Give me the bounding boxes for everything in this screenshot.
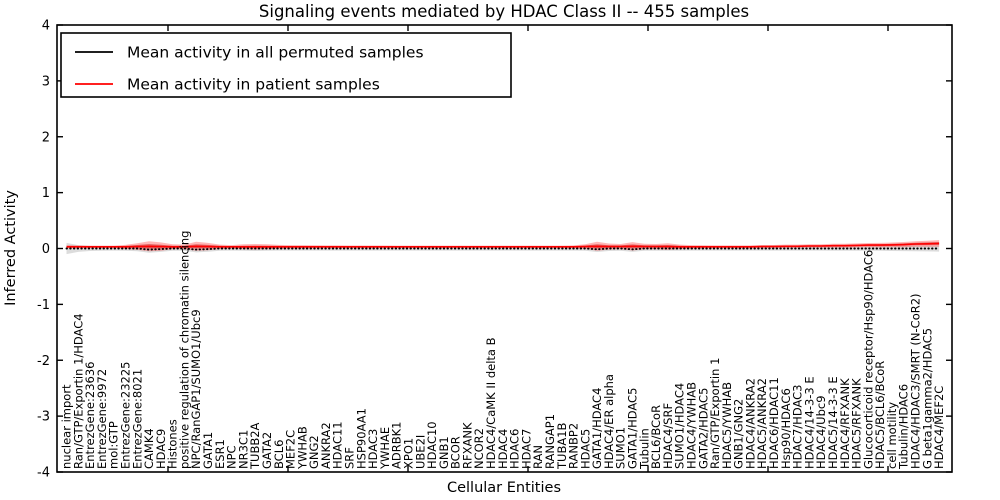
- x-entity-label: Tubulin/HDAC6: [897, 384, 911, 470]
- x-entity-label: HDAC4/HDAC3/SMRT (N-CoR2): [909, 293, 923, 469]
- x-entity-label: HDAC10: [425, 421, 439, 469]
- chart-title: Signaling events mediated by HDAC Class …: [259, 2, 749, 21]
- x-entity-label: RANBP2: [567, 423, 581, 469]
- y-tick-labels-layer: 4 3 2 1 0 -1 -2 -3 -4: [37, 19, 50, 481]
- x-entity-label: HDAC4/14-3-3 E: [802, 376, 816, 469]
- x-entity-label: HDAC5/BCL6/BCoR: [873, 361, 887, 469]
- x-entity-label: GATA2/HDAC5: [696, 388, 710, 469]
- x-entity-label: BCL6: [272, 440, 286, 469]
- x-entity-label: YWHAB: [295, 426, 309, 470]
- x-entity-label: HDAC4/CaMK II delta B: [484, 337, 498, 469]
- x-entity-label: YWHAE: [378, 427, 392, 470]
- x-entity-label: HDAC5/RFXANK: [850, 378, 864, 469]
- x-entity-label: SUMO1: [614, 427, 628, 469]
- x-entity-label: HDAC6/HDAC11: [767, 377, 781, 469]
- x-entity-label: TUBB2A: [248, 422, 262, 470]
- x-entity-label: positive regulation of chromatin silenci…: [177, 231, 191, 469]
- x-entity-label: HDAC3: [366, 429, 380, 469]
- x-entity-label: Hsp90/HDAC6: [779, 388, 793, 469]
- patient-line: [66, 242, 940, 248]
- x-entity-label: HDAC9: [154, 429, 168, 469]
- permuted-line: [65, 247, 941, 251]
- axis-ticks-layer: [57, 24, 952, 473]
- x-entity-label: NCOR2: [472, 428, 486, 469]
- x-entity-label: GATA1/HDAC4: [590, 388, 604, 469]
- x-entity-label: HDAC4/ER alpha: [602, 374, 616, 469]
- y-tick-label: -4: [37, 466, 50, 481]
- x-entity-label: HDAC4/MEF2C: [932, 386, 946, 469]
- x-entity-label: BCL6/BCoR: [649, 405, 663, 469]
- y-axis-label: Inferred Activity: [3, 190, 19, 306]
- x-entity-label: EntrezGene:9972: [95, 369, 109, 469]
- x-entity-label: RFXANK: [460, 422, 474, 469]
- x-entity-label: nuclear import: [60, 384, 74, 469]
- x-entity-label: HDAC4/ANKRA2: [743, 378, 757, 469]
- legend: Mean activity in all permuted samples Me…: [60, 32, 512, 98]
- x-entity-label: HDAC5: [578, 429, 592, 469]
- x-entity-label: HDAC7/HDAC3: [791, 385, 805, 470]
- x-entity-label: GNB1: [437, 436, 451, 469]
- x-entity-label: HDAC4/Ubc9: [814, 395, 828, 469]
- x-entity-label: NPC: [225, 445, 239, 469]
- x-entity-label: EntrezGene:23636: [83, 362, 97, 469]
- x-entity-label: HDAC4/SRF: [661, 403, 675, 469]
- x-entity-label: HDAC5/14-3-3 E: [826, 376, 840, 469]
- x-entity-label: G beta1gamma2/HDAC5: [920, 328, 934, 469]
- x-entity-label: Tubulin: [637, 428, 651, 470]
- x-entity-label: UBE2I: [413, 435, 427, 469]
- y-tick-label: 0: [42, 242, 50, 257]
- x-entity-label: SUMO1/HDAC4: [673, 383, 687, 469]
- x-entity-label: EntrezGene:8021: [130, 369, 144, 469]
- y-tick-label: 1: [42, 186, 50, 201]
- x-entity-label: GATA1: [201, 432, 215, 469]
- x-entity-label: Histones: [166, 419, 180, 469]
- x-axis-label: Cellular Entities: [447, 480, 561, 496]
- x-entity-label: HDAC4: [496, 429, 510, 469]
- x-entity-label: Ran/GTP/Exportin 1: [708, 358, 722, 469]
- x-entity-label: ANKRA2: [319, 422, 333, 469]
- y-tick-label: 3: [42, 74, 50, 89]
- x-entity-label: XPO1: [402, 438, 416, 469]
- legend-label-permuted: Mean activity in all permuted samples: [127, 44, 424, 62]
- y-tick-label: -2: [37, 354, 50, 369]
- x-entity-label: HDAC6: [508, 429, 522, 469]
- x-entity-label: NPC/RanGAP1/SUMO1/Ubc9: [189, 309, 203, 469]
- x-entity-label: HDAC4/RFXANK: [838, 378, 852, 469]
- data-series-layer: [65, 240, 941, 255]
- x-entity-label: RAN: [531, 445, 545, 469]
- x-entity-label: ESR1: [213, 439, 227, 469]
- y-tick-label: -1: [37, 298, 50, 313]
- x-entity-label: HDAC5/ANKRA2: [755, 378, 769, 469]
- x-entity-label: GNB1/GNG2: [732, 399, 746, 469]
- x-entity-label: cell motility: [885, 402, 899, 469]
- legend-box: [60, 32, 512, 98]
- x-entity-label: TUBA1B: [555, 422, 569, 470]
- x-entity-label: HDAC7: [519, 429, 533, 469]
- x-entity-label: MEF2C: [284, 430, 298, 469]
- y-tick-label: 2: [42, 130, 50, 145]
- x-entity-label: mol:GTP: [107, 421, 121, 469]
- x-entity-label: EntrezGene:23225: [119, 362, 133, 469]
- x-entity-label: GNG2: [307, 435, 321, 469]
- y-tick-label: -3: [37, 410, 50, 425]
- x-entity-label: ADRBK1: [390, 422, 404, 469]
- x-entity-label: NR3C1: [236, 430, 250, 469]
- x-entity-label: HDAC11: [331, 421, 345, 469]
- x-entity-label: HDAC4/YWHAB: [685, 382, 699, 469]
- x-entity-label: CAMK4: [142, 428, 156, 469]
- x-entity-label: SRF: [343, 447, 357, 469]
- x-entity-label: RANGAP1: [543, 414, 557, 469]
- x-entity-label: HSP90AA1: [354, 408, 368, 469]
- x-entity-label: Ran/GTP/Exportin 1/HDAC4: [71, 313, 85, 469]
- legend-label-patient: Mean activity in patient samples: [127, 76, 380, 94]
- x-entity-label: BCOR: [449, 436, 463, 469]
- x-entity-label: Glucocorticoid receptor/Hsp90/HDAC6: [861, 250, 875, 469]
- x-entity-label: HDAC5/YWHAB: [720, 382, 734, 469]
- x-entity-label: GATA2: [260, 432, 274, 469]
- y-tick-label: 4: [42, 19, 50, 34]
- x-entity-label: GATA1/HDAC5: [626, 388, 640, 469]
